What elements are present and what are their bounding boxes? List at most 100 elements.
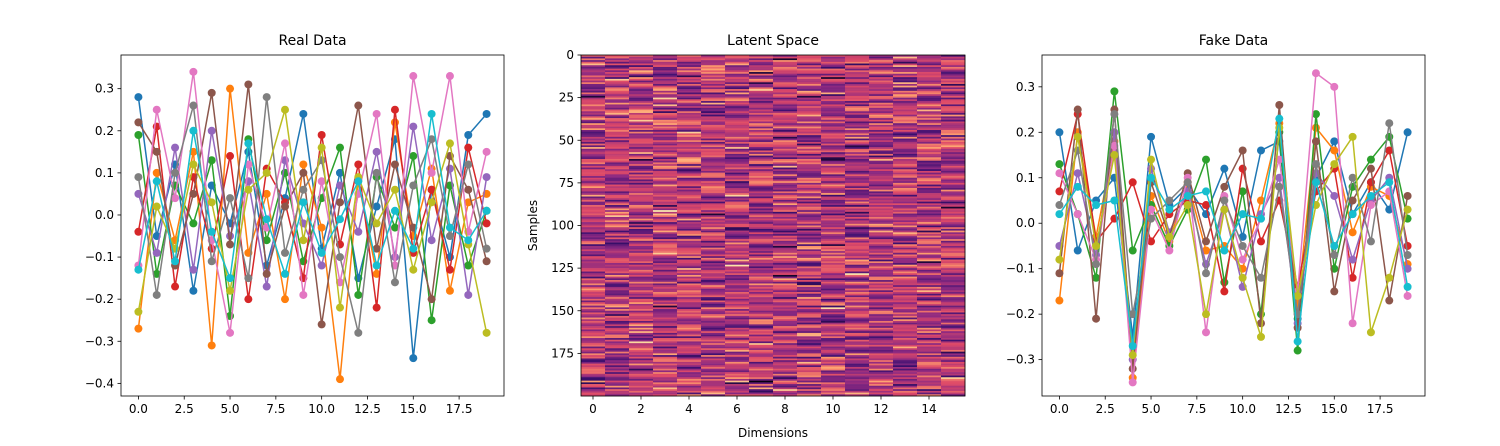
heatmap-cell: [629, 152, 654, 155]
heatmap-cell: [725, 56, 750, 59]
heatmap-cell: [629, 358, 654, 361]
heatmap-cell: [893, 245, 918, 248]
heatmap-cell: [581, 360, 606, 363]
heatmap-cell: [653, 186, 678, 189]
heatmap-cell: [941, 55, 966, 57]
fake-data-series-9-point: [1238, 210, 1247, 219]
heatmap-cell: [701, 234, 726, 237]
heatmap-cell: [701, 331, 726, 334]
heatmap-cell: [677, 234, 702, 237]
heatmap-cell: [773, 179, 798, 182]
heatmap-cell: [797, 327, 822, 330]
heatmap-cell: [869, 249, 894, 252]
real-data-xtick-label: 2.5: [175, 402, 194, 416]
heatmap-cell: [677, 300, 702, 303]
heatmap-cell: [869, 85, 894, 88]
heatmap-cell: [581, 150, 606, 153]
heatmap-cell: [797, 60, 822, 63]
heatmap-cell: [893, 189, 918, 192]
heatmap-cell: [917, 370, 942, 373]
heatmap-cell: [941, 375, 966, 378]
heatmap-cell: [749, 305, 774, 308]
heatmap-cell: [677, 170, 702, 173]
heatmap-cell: [701, 343, 726, 346]
heatmap-cell: [629, 346, 654, 349]
heatmap-cell: [749, 176, 774, 179]
heatmap-cell: [725, 140, 750, 143]
heatmap-cell: [701, 104, 726, 107]
heatmap-cell: [821, 295, 846, 298]
heatmap-cell: [629, 131, 654, 134]
real-data-series-9-point: [335, 215, 344, 224]
heatmap-cell: [797, 320, 822, 323]
heatmap-cell: [725, 319, 750, 322]
heatmap-cell: [941, 94, 966, 97]
heatmap-cell: [701, 329, 726, 332]
heatmap-cell: [605, 89, 630, 92]
heatmap-cell: [917, 382, 942, 385]
heatmap-cell: [845, 186, 870, 189]
heatmap-cell: [845, 259, 870, 262]
heatmap-cell: [821, 331, 846, 334]
heatmap-cell: [629, 394, 654, 397]
heatmap-cell: [581, 164, 606, 167]
heatmap-cell: [629, 208, 654, 211]
heatmap-cell: [581, 199, 606, 202]
heatmap-cell: [845, 72, 870, 75]
heatmap-cell: [917, 240, 942, 243]
heatmap-cell: [653, 290, 678, 293]
heatmap-cell: [701, 99, 726, 102]
heatmap-cell: [725, 157, 750, 160]
heatmap-cell: [821, 99, 846, 102]
heatmap-cell: [725, 286, 750, 289]
heatmap-cell: [677, 61, 702, 64]
heatmap-cell: [677, 307, 702, 310]
heatmap-cell: [917, 216, 942, 219]
heatmap-cell: [629, 264, 654, 267]
heatmap-cell: [701, 218, 726, 221]
heatmap-cell: [581, 90, 606, 93]
fake-data-series-4-point: [1348, 255, 1357, 264]
heatmap-cell: [677, 147, 702, 150]
heatmap-cell: [773, 356, 798, 359]
heatmap-cell: [797, 256, 822, 259]
heatmap-cell: [893, 162, 918, 165]
heatmap-cell: [605, 216, 630, 219]
heatmap-cell: [893, 315, 918, 318]
heatmap-cell: [869, 251, 894, 254]
heatmap-cell: [581, 331, 606, 334]
heatmap-cell: [821, 174, 846, 177]
heatmap-cell: [917, 112, 942, 115]
heatmap-cell: [893, 384, 918, 387]
fake-data-series-6-point: [1311, 69, 1320, 78]
heatmap-cell: [677, 101, 702, 104]
real-data-series-3-point: [464, 143, 473, 152]
heatmap-cell: [893, 373, 918, 376]
real-data-series-8-point: [427, 198, 436, 207]
heatmap-cell: [581, 78, 606, 81]
heatmap-cell: [701, 89, 726, 92]
heatmap-cell: [773, 176, 798, 179]
fake-data-series-6-point: [1348, 319, 1357, 328]
heatmap-cell: [845, 251, 870, 254]
heatmap-cell: [893, 288, 918, 291]
heatmap-cell: [773, 126, 798, 129]
heatmap-cell: [845, 344, 870, 347]
heatmap-cell: [605, 55, 630, 57]
heatmap-cell: [941, 184, 966, 187]
latent-space-xtick-label: 0: [589, 402, 597, 416]
heatmap-cell: [773, 280, 798, 283]
heatmap-cell: [893, 106, 918, 109]
heatmap-cell: [845, 196, 870, 199]
heatmap-cell: [821, 94, 846, 97]
heatmap-cell: [725, 80, 750, 83]
heatmap-cell: [749, 310, 774, 313]
heatmap-cell: [845, 280, 870, 283]
heatmap-cell: [845, 295, 870, 298]
heatmap-cell: [893, 75, 918, 78]
heatmap-cell: [581, 244, 606, 247]
heatmap-cell: [749, 111, 774, 114]
heatmap-cell: [749, 367, 774, 370]
heatmap-cell: [677, 341, 702, 344]
heatmap-cell: [869, 232, 894, 235]
